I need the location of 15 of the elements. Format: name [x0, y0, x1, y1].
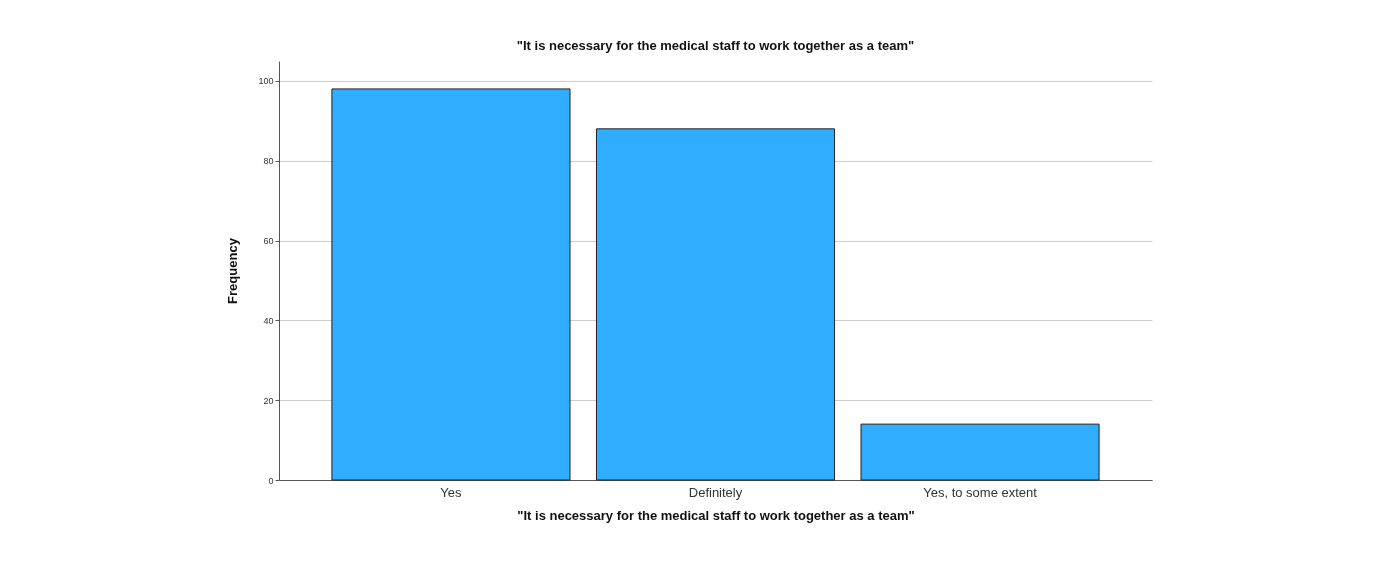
x-tick-label: Definitely: [688, 484, 743, 500]
y-tick-label: 20: [263, 395, 274, 406]
bar: [331, 88, 571, 481]
y-tick-label: 100: [258, 76, 274, 87]
x-tick-label: Yes, to some extent: [923, 484, 1038, 500]
y-tick-label: 0: [268, 475, 274, 486]
y-tick-label: 60: [263, 236, 274, 247]
y-axis-title: Frequency: [225, 237, 241, 304]
x-axis-title: "It is necessary for the medical staff to work together as a team": [517, 507, 915, 523]
chart-title: "It is necessary for the medical staff to work together as a team": [516, 38, 915, 53]
y-tick-label: 40: [263, 315, 274, 326]
bar: [595, 128, 836, 481]
bar: [860, 423, 1100, 481]
x-tick-label: Yes: [440, 484, 463, 500]
y-tick-label: 80: [263, 156, 274, 167]
